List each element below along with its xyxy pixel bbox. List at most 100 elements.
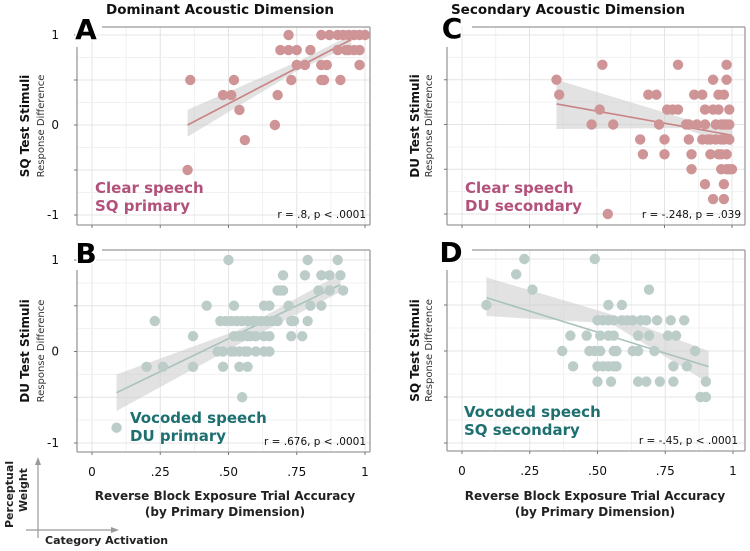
data-point xyxy=(672,59,684,71)
data-point xyxy=(324,29,335,41)
regression-line xyxy=(187,38,352,126)
data-point xyxy=(608,315,619,326)
inset-x-arrowhead-icon xyxy=(111,527,119,533)
data-point xyxy=(217,361,229,372)
data-point xyxy=(616,299,628,311)
data-point xyxy=(724,104,735,115)
data-point xyxy=(354,59,365,71)
correlation-stat: r = .8, p < .0001 xyxy=(277,209,366,221)
data-point xyxy=(187,331,199,342)
data-point xyxy=(264,346,275,357)
data-point xyxy=(111,422,122,433)
data-point xyxy=(707,193,719,205)
data-point xyxy=(707,74,719,85)
data-point xyxy=(228,74,240,86)
data-point xyxy=(321,59,332,71)
x-axis-right: Reverse Block Exposure Trial Accuracy (b… xyxy=(465,489,726,519)
data-point xyxy=(217,89,229,101)
y-tick-label: -1 xyxy=(47,436,59,450)
data-point xyxy=(481,299,492,311)
condition-label-line2: SQ primary xyxy=(95,197,190,215)
x-tick-label: .25 xyxy=(520,464,539,478)
x-tick-label: .50 xyxy=(588,464,607,478)
data-point xyxy=(185,74,196,86)
data-point xyxy=(511,269,522,280)
data-point xyxy=(632,330,644,341)
data-point xyxy=(683,119,694,130)
data-point xyxy=(286,74,297,86)
data-point xyxy=(302,254,313,266)
data-point xyxy=(632,345,644,357)
data-point xyxy=(603,299,614,311)
condition-label-line1: Vocoded speech xyxy=(464,403,601,421)
panel-b: 1 0 -1 0 .25 .50 .75 1 B DU Test Stimuli Response … xyxy=(18,236,371,479)
data-point xyxy=(697,89,708,100)
x-axis-title-line2: (by Primary Dimension) xyxy=(515,505,675,519)
panel-a: 1 0 -1 A SQ Test Stimuli Response Difference C… xyxy=(18,12,371,228)
data-point xyxy=(665,315,676,326)
data-point xyxy=(659,134,670,145)
data-point xyxy=(519,253,530,265)
data-point xyxy=(272,315,283,327)
data-point xyxy=(637,149,649,160)
data-point xyxy=(581,330,592,341)
data-point xyxy=(236,392,248,403)
y-tick-label: 1 xyxy=(51,28,59,42)
data-point xyxy=(201,300,212,311)
data-point xyxy=(324,285,335,296)
data-point xyxy=(589,253,600,265)
data-point xyxy=(721,149,732,160)
data-point xyxy=(551,74,562,85)
y-axis-title: DU Test Stimuli xyxy=(18,299,32,402)
panel-d: 0 .25 .50 .75 1 D SQ Test Stimuli Response Diff… xyxy=(408,235,746,478)
data-point xyxy=(264,300,275,311)
column-title-secondary: Secondary Acoustic Dimension xyxy=(451,2,685,18)
data-point xyxy=(586,119,597,130)
inset-x-label: Category Activation xyxy=(45,534,168,547)
data-point xyxy=(726,164,738,175)
data-point xyxy=(718,178,730,190)
data-point xyxy=(239,134,251,146)
data-point xyxy=(713,104,724,115)
x-axis-title-line1: Reverse Block Exposure Trial Accuracy xyxy=(465,489,726,503)
data-point xyxy=(724,134,735,145)
data-point xyxy=(718,89,730,100)
condition-label-line1: Vocoded speech xyxy=(130,409,267,427)
data-point xyxy=(565,330,576,341)
panel-letter: C xyxy=(442,12,463,45)
data-point xyxy=(316,29,327,41)
y-axis-subtitle: Response Difference xyxy=(36,300,47,403)
x-tick-label: 1 xyxy=(729,464,737,478)
data-point xyxy=(608,330,619,341)
data-point xyxy=(318,74,330,86)
data-point xyxy=(288,315,300,327)
data-point xyxy=(641,376,652,387)
x-tick-label: 0 xyxy=(88,465,96,479)
data-point xyxy=(662,330,674,341)
data-point xyxy=(567,361,579,372)
data-point xyxy=(724,119,735,130)
data-point xyxy=(651,315,663,326)
data-point xyxy=(337,285,349,296)
condition-label-line1: Clear speech xyxy=(465,179,574,197)
data-point xyxy=(721,74,732,85)
data-point xyxy=(554,89,565,100)
data-point xyxy=(332,44,343,56)
inset-y-label-line2: Weight xyxy=(17,468,30,512)
data-point xyxy=(316,300,327,311)
data-point xyxy=(187,361,199,372)
y-tick-label: 0 xyxy=(51,118,59,132)
data-point xyxy=(691,119,703,130)
y-axis-title: DU Test Stimuli xyxy=(408,74,422,177)
data-point xyxy=(302,315,313,327)
data-point xyxy=(264,331,275,342)
confidence-band xyxy=(486,277,709,384)
data-point xyxy=(659,149,670,160)
data-point xyxy=(641,315,652,326)
x-axis-left: Reverse Block Exposure Trial Accuracy (b… xyxy=(95,489,356,519)
data-point xyxy=(242,361,253,372)
data-point xyxy=(217,346,229,357)
data-point xyxy=(595,345,606,357)
data-point xyxy=(689,345,701,357)
